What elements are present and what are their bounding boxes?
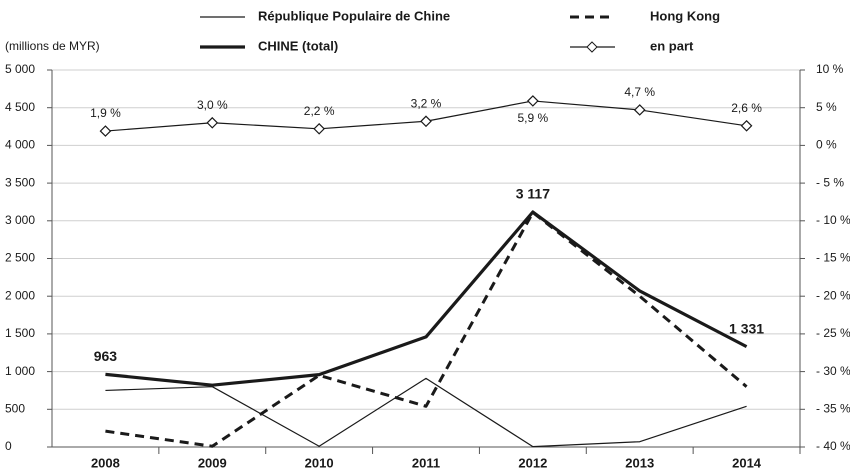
- point-marker: [420, 115, 432, 128]
- x-tick-label: 2009: [198, 455, 227, 470]
- series-line: [105, 210, 748, 387]
- y-tick-label: 4 500: [5, 100, 35, 114]
- data-label: 2,6 %: [731, 101, 762, 115]
- point-marker: [740, 119, 753, 132]
- y2-tick-label: 5 %: [816, 100, 837, 114]
- y-tick-label: 3 500: [5, 175, 35, 189]
- y2-tick-label: - 30 %: [816, 364, 850, 378]
- point-marker: [313, 122, 325, 135]
- data-label: 4,7 %: [624, 85, 655, 99]
- y-tick-label: 3 000: [5, 213, 35, 227]
- point-marker: [206, 116, 219, 129]
- legend-label: CHINE (total): [258, 38, 338, 53]
- y2-tick-label: - 10 %: [816, 213, 850, 227]
- data-label: 1,9 %: [90, 106, 121, 120]
- point-marker: [633, 104, 646, 116]
- y2-tick-label: - 40 %: [816, 439, 850, 453]
- data-label: 1 331: [729, 320, 764, 336]
- y-tick-label: 4 000: [5, 138, 35, 152]
- y2-tick-label: 0 %: [816, 138, 837, 152]
- x-tick-label: 2012: [518, 455, 547, 470]
- x-tick-label: 2010: [305, 455, 334, 470]
- y2-tick-label: - 15 %: [816, 251, 850, 265]
- y2-tick-label: - 20 %: [816, 288, 850, 302]
- legend-label: en part: [650, 38, 694, 53]
- series-line: [105, 211, 748, 448]
- y2-tick-label: - 35 %: [816, 401, 850, 415]
- data-label: 5,9 %: [518, 111, 549, 125]
- y2-tick-label: - 25 %: [816, 326, 850, 340]
- legend-label: République Populaire de Chine: [258, 8, 450, 23]
- legend-label: Hong Kong: [650, 8, 720, 23]
- y-tick-label: 5 000: [5, 62, 35, 76]
- data-label: 3,2 %: [411, 96, 442, 110]
- point-marker: [527, 95, 539, 107]
- x-tick-label: 2008: [91, 455, 120, 470]
- y-tick-label: 0: [5, 439, 12, 453]
- data-label: 3,0 %: [197, 98, 228, 112]
- x-tick-label: 2013: [625, 455, 654, 470]
- y-axis-label: (millions de MYR): [5, 39, 100, 53]
- data-label: 963: [94, 348, 118, 364]
- y-tick-label: 1 000: [5, 364, 35, 378]
- y-tick-label: 2 000: [5, 288, 35, 302]
- data-label: 2,2 %: [304, 104, 335, 118]
- y2-tick-label: 10 %: [816, 62, 844, 76]
- y2-tick-label: - 5 %: [816, 175, 844, 189]
- point-marker: [99, 125, 112, 137]
- data-label: 3 117: [516, 186, 550, 202]
- y-tick-label: 500: [5, 401, 25, 415]
- legend-marker: [586, 41, 598, 53]
- x-tick-label: 2011: [412, 455, 440, 470]
- x-tick-label: 2014: [732, 455, 762, 470]
- y-tick-label: 1 500: [5, 326, 35, 340]
- y-tick-label: 2 500: [5, 251, 35, 265]
- series-line: [105, 377, 747, 448]
